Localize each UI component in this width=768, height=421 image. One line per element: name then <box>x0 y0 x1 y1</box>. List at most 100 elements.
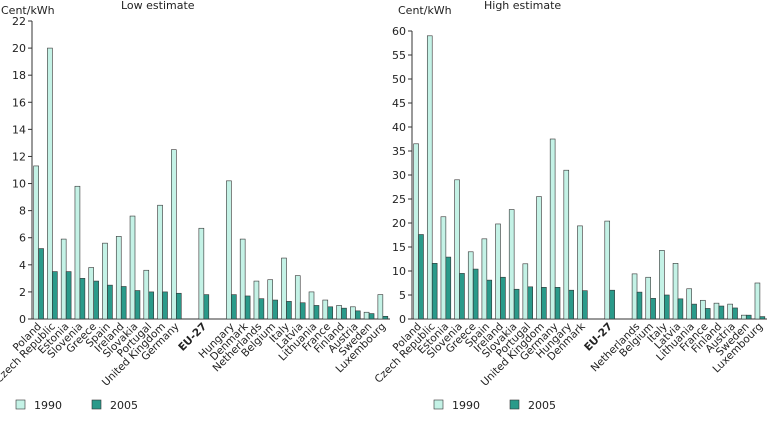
y-tick-label: 6 <box>19 232 26 245</box>
bar-2005 <box>65 271 72 320</box>
bar-2005 <box>472 268 479 320</box>
y-tick-label: 2 <box>19 286 26 299</box>
bar-1990 <box>495 223 501 320</box>
bar-2005 <box>134 290 141 320</box>
legend-swatch-2005 <box>509 399 520 410</box>
bar-1990 <box>659 250 665 320</box>
bar-1990 <box>522 263 529 320</box>
bar-2005 <box>541 287 547 320</box>
bar-1990 <box>727 303 733 320</box>
bar-1990 <box>508 209 515 320</box>
y-tick-label: 5 <box>399 289 406 302</box>
bar-2005 <box>677 298 684 320</box>
bar-1990 <box>308 291 315 320</box>
bar-2005 <box>120 286 127 320</box>
bar-2005 <box>258 298 265 320</box>
bar-1990 <box>754 282 761 320</box>
bar-2005 <box>554 287 561 320</box>
y-tick-label: 35 <box>392 145 406 158</box>
bar-2005 <box>513 288 520 320</box>
bar-1990 <box>253 280 260 320</box>
bar-2005 <box>176 292 182 320</box>
bar-1990 <box>741 314 747 320</box>
bar-2005 <box>272 299 278 320</box>
y-tick-label: 18 <box>12 69 26 82</box>
bar-2005 <box>313 305 320 320</box>
bar-1990 <box>467 251 474 320</box>
legend-label-1990: 1990 <box>452 399 480 412</box>
bar-2005 <box>500 276 506 320</box>
bar-1990 <box>577 225 583 320</box>
bar-2005 <box>431 263 438 320</box>
y-axis-unit-label: Cent/kWh <box>1 4 55 17</box>
legend-label-2005: 2005 <box>528 399 556 412</box>
bar-1990 <box>563 169 570 320</box>
bar-1990 <box>363 311 370 320</box>
bar-1990 <box>604 220 611 320</box>
bar-1990 <box>115 236 122 320</box>
bar-2005 <box>664 294 670 320</box>
bar-2005 <box>718 305 725 320</box>
bar-1990 <box>536 196 542 320</box>
bar-2005 <box>418 234 424 320</box>
y-tick-label: 22 <box>12 15 26 28</box>
bar-1990 <box>239 238 246 320</box>
bar-1990 <box>700 299 706 320</box>
bar-2005 <box>93 280 99 320</box>
bar-2005 <box>244 295 251 320</box>
bar-1990 <box>88 267 94 320</box>
bar-2005 <box>52 271 58 320</box>
bar-1990 <box>672 263 679 320</box>
bar-2005 <box>38 248 44 320</box>
bar-1990 <box>481 238 488 320</box>
bar-2005 <box>759 316 766 320</box>
bar-2005 <box>203 294 210 320</box>
chart-title: High estimate <box>484 0 561 12</box>
y-tick-label: 25 <box>392 193 406 206</box>
bar-2005 <box>486 279 493 320</box>
y-tick-label: 12 <box>12 150 26 163</box>
y-tick-label: 10 <box>12 178 26 191</box>
bar-1990 <box>226 180 232 320</box>
bar-2005 <box>327 306 334 320</box>
bar-2005 <box>299 302 306 320</box>
bar-2005 <box>636 291 643 320</box>
bar-2005 <box>286 301 292 320</box>
bar-2005 <box>650 298 656 320</box>
bar-2005 <box>568 289 574 320</box>
legend-swatch-2005 <box>91 399 102 410</box>
legend-label-2005: 2005 <box>110 399 138 412</box>
bar-1990 <box>350 306 356 320</box>
bar-2005 <box>445 256 452 320</box>
bar-1990 <box>377 294 384 320</box>
y-tick-label: 10 <box>392 265 406 278</box>
bar-1990 <box>294 275 301 320</box>
bar-1990 <box>549 138 556 320</box>
bar-2005 <box>368 313 375 320</box>
chart-panel-low-estimate: Cent/kWh Low estimate0246810121416182022P… <box>0 0 390 412</box>
bar-1990 <box>33 165 39 320</box>
y-tick-label: 16 <box>12 96 26 109</box>
y-tick-label: 4 <box>19 259 26 272</box>
bar-1990 <box>157 204 163 320</box>
legend-swatch-1990 <box>15 399 26 410</box>
bar-1990 <box>281 257 287 320</box>
bar-1990 <box>440 216 447 320</box>
bar-1990 <box>60 238 67 320</box>
bar-2005 <box>582 290 588 320</box>
bar-1990 <box>645 276 651 320</box>
y-tick-label: 20 <box>392 217 406 230</box>
bar-1990 <box>686 288 692 320</box>
bar-1990 <box>74 185 81 320</box>
bar-2005 <box>162 291 168 320</box>
bar-1990 <box>454 179 460 320</box>
bar-2005 <box>459 273 465 320</box>
bar-2005 <box>148 291 155 320</box>
bar-1990 <box>143 269 150 320</box>
y-axis-unit-label: Cent/kWh <box>398 4 452 17</box>
bar-1990 <box>102 242 108 320</box>
bar-1990 <box>631 273 638 320</box>
bar-2005 <box>231 294 237 320</box>
y-tick-label: 14 <box>12 123 26 136</box>
